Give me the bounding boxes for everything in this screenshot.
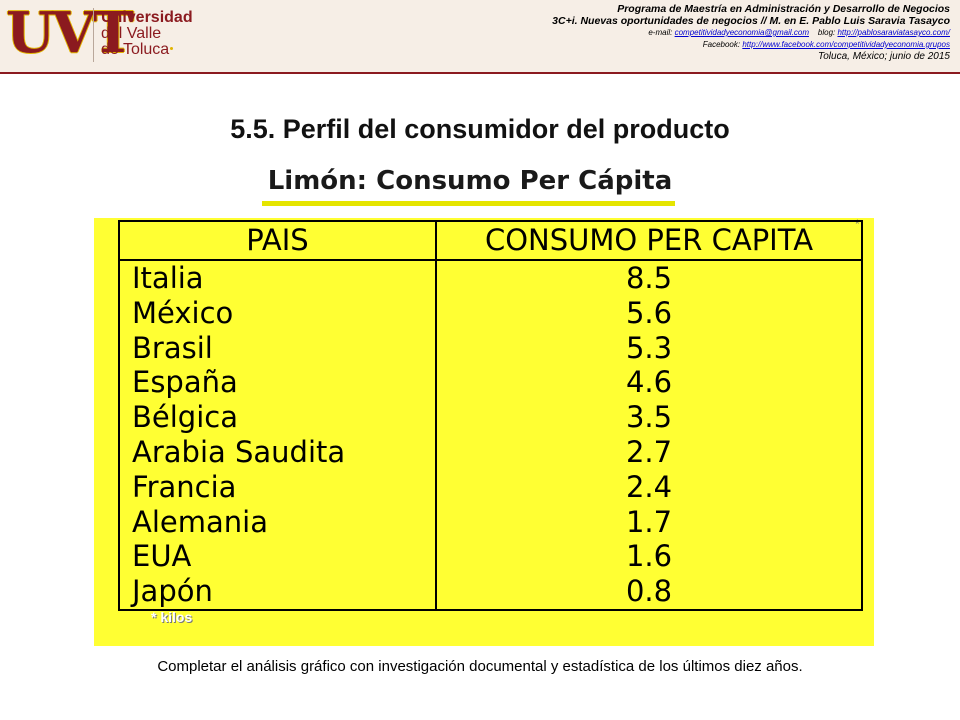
country-cell: EUA [118, 539, 437, 575]
consumption-cell: 5.3 [435, 330, 863, 366]
country-cell: Arabia Saudita [118, 434, 437, 470]
consumption-cell: 8.5 [435, 260, 863, 296]
table-row: México 5.6 [118, 295, 863, 331]
subtitle-underline [262, 201, 675, 206]
section-title: 5.5. Perfil del consumidor del producto [230, 114, 730, 144]
consumption-cell: 4.6 [435, 365, 863, 401]
consumption-cell: 5.6 [435, 295, 863, 331]
facebook-line: Facebook: http://www.facebook.com/compet… [390, 39, 950, 51]
header-pais: PAIS [118, 220, 437, 261]
consumption-cell: 1.6 [435, 539, 863, 575]
consumption-cell: 3.5 [435, 400, 863, 435]
country-cell: Alemania [118, 504, 437, 540]
slide-header: UVT Universidad del Valle de Toluca Prog… [0, 0, 960, 74]
facebook-link[interactable]: http://www.facebook.com/competitividadye… [742, 40, 950, 49]
slide-caption: Completar el análisis gráfico con invest… [157, 658, 803, 675]
uvt-logo: UVT [6, 0, 134, 66]
place-date: Toluca, México; junio de 2015 [818, 51, 950, 62]
table-row: Brasil 5.3 [118, 330, 863, 366]
table-row: Arabia Saudita 2.7 [118, 434, 863, 470]
blog-link[interactable]: http://pablosaraviatasayco.com/ [837, 28, 950, 37]
contact-line: e-mail: competitividadyeconomia@gmail.co… [390, 27, 950, 39]
facebook-label: Facebook: [702, 40, 741, 49]
table-header-row: PAIS CONSUMO PER CAPITA [118, 220, 863, 261]
consumption-cell: 0.8 [435, 574, 863, 611]
university-name-line-3: de Toluca [101, 41, 170, 58]
table-row: Alemania 1.7 [118, 504, 863, 540]
consumption-cell: 2.4 [435, 469, 863, 505]
consumption-table: PAIS CONSUMO PER CAPITA Italia 8.5 Méxic… [118, 220, 863, 611]
course-line: 3C+i. Nuevas oportunidades de negocios /… [552, 15, 950, 27]
country-cell: España [118, 365, 437, 401]
university-name: Universidad del Valle de Toluca [101, 10, 193, 58]
country-cell: México [118, 295, 437, 331]
program-line: Programa de Maestría en Administración y… [617, 3, 950, 15]
email-label: e-mail: [648, 28, 673, 37]
university-name-line-1: Universidad [101, 9, 193, 26]
country-cell: Brasil [118, 330, 437, 366]
table-row: Japón 0.8 [118, 574, 863, 611]
logo-divider [93, 8, 94, 62]
table-row: EUA 1.6 [118, 539, 863, 575]
country-cell: Japón [118, 574, 437, 611]
blog-label: blog: [817, 28, 836, 37]
table-row: Francia 2.4 [118, 469, 863, 505]
table-row: España 4.6 [118, 365, 863, 401]
email-link[interactable]: competitividadyeconomia@gmail.com [674, 28, 809, 37]
slide-subtitle: Limón: Consumo Per Cápita [267, 166, 673, 196]
units-footnote: * kilos [151, 609, 193, 625]
header-consumo: CONSUMO PER CAPITA [435, 220, 863, 261]
country-cell: Italia [118, 260, 437, 296]
consumption-cell: 2.7 [435, 434, 863, 470]
table-row: Italia 8.5 [118, 260, 863, 296]
consumption-cell: 1.7 [435, 504, 863, 540]
country-cell: Bélgica [118, 400, 437, 435]
university-name-line-2: del Valle [101, 25, 162, 42]
country-cell: Francia [118, 469, 437, 505]
table-row: Bélgica 3.5 [118, 400, 863, 435]
logo-dot-icon [170, 47, 173, 50]
header-info: Programa de Maestría en Administración y… [390, 3, 950, 63]
